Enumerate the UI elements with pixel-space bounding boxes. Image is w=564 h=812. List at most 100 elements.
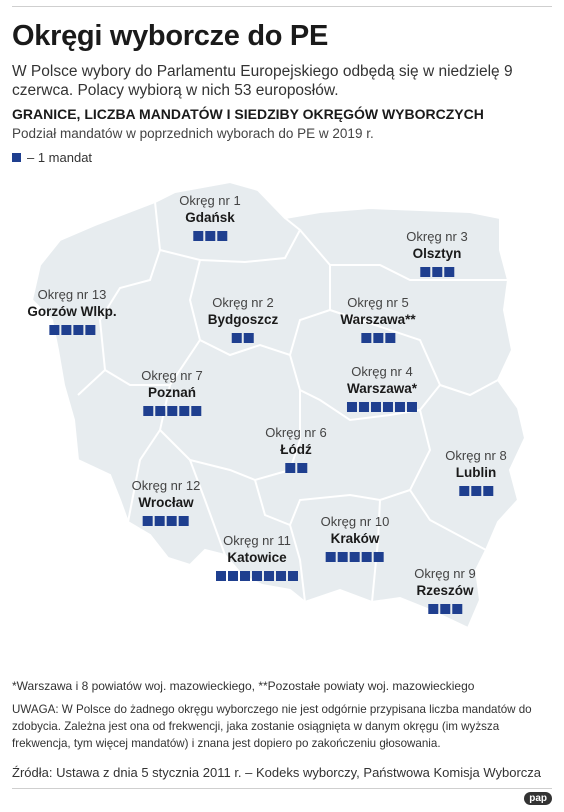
seat-square (154, 406, 165, 416)
seat-square (179, 516, 189, 526)
district-city: Bydgoszcz (207, 312, 279, 327)
seat-row (445, 486, 506, 496)
seat-square (359, 402, 369, 412)
top-rule (12, 6, 552, 7)
seat-row (27, 325, 116, 335)
district-8: Okręg nr 8 Lublin (445, 447, 507, 496)
district-city: Warszawa* (346, 381, 418, 396)
seat-square (458, 486, 469, 496)
seat-square (395, 402, 405, 412)
seat-square (216, 571, 226, 581)
seat-square (243, 333, 254, 343)
seat-square (347, 402, 357, 412)
district-city: Wrocław (138, 495, 194, 510)
district-11: Okręg nr 11 Katowice (216, 532, 298, 581)
district-city: Lublin (455, 465, 497, 480)
district-1: Okręg nr 1 Gdańsk (179, 192, 241, 241)
seat-square (419, 267, 430, 277)
district-number: Okręg nr 2 (212, 295, 274, 310)
seat-square (216, 231, 227, 241)
seat-square (383, 402, 393, 412)
seat-row (141, 406, 202, 416)
district-2: Okręg nr 2 Bydgoszcz (207, 294, 279, 343)
district-city: Katowice (227, 550, 287, 565)
seat-square (61, 325, 71, 335)
legend-seat-swatch (12, 153, 21, 162)
map-shapes (30, 180, 527, 630)
seat-row (265, 463, 326, 473)
seat-row (340, 333, 415, 343)
seat-square (264, 571, 274, 581)
seat-square (204, 231, 215, 241)
seat-square (85, 325, 95, 335)
seat-row (321, 552, 390, 562)
district-city: Gdańsk (185, 210, 235, 225)
legend-label: – 1 mandat (27, 150, 93, 165)
district-number: Okręg nr 6 (265, 425, 327, 440)
seat-row (414, 604, 475, 614)
seat-square (374, 552, 384, 562)
seat-square (443, 267, 454, 277)
seat-square (192, 231, 203, 241)
section-subline: Podział mandatów w poprzednich wyborach … (12, 126, 374, 141)
seat-square (166, 406, 177, 416)
seat-square (288, 571, 298, 581)
district-number: Okręg nr 1 (179, 193, 241, 208)
seat-row (208, 333, 279, 343)
footnote: *Warszawa i 8 powiatów woj. mazowieckieg… (12, 679, 475, 693)
district-city: Olsztyn (412, 246, 462, 261)
district-number: Okręg nr 4 (351, 364, 413, 379)
seat-square (407, 402, 417, 412)
seat-square (372, 333, 383, 343)
section-subtitle: GRANICE, LICZBA MANDATÓW I SIEDZIBY OKRĘ… (12, 106, 484, 122)
district-number: Okręg nr 5 (347, 295, 409, 310)
district-city: Łódź (280, 442, 312, 457)
seat-square (431, 267, 442, 277)
seat-square (470, 486, 481, 496)
seat-square (371, 402, 381, 412)
seat-square (439, 604, 450, 614)
seat-row (132, 516, 201, 526)
seat-square (362, 552, 372, 562)
seat-square (73, 325, 83, 335)
seat-square (384, 333, 395, 343)
source-text: Źródła: Ustawa z dnia 5 stycznia 2011 r.… (12, 765, 542, 780)
district-4: Okręg nr 4 Warszawa* (347, 363, 417, 412)
district-3: Okręg nr 3 Olsztyn (406, 228, 468, 277)
seat-square (49, 325, 59, 335)
seat-square (155, 516, 165, 526)
district-city: Poznań (147, 385, 197, 400)
seat-square (338, 552, 348, 562)
seat-square (427, 604, 438, 614)
seat-square (178, 406, 189, 416)
seat-square (228, 571, 238, 581)
note-text: UWAGA: W Polsce do żadnego okręgu wyborc… (12, 703, 532, 750)
district-number: Okręg nr 8 (445, 448, 507, 463)
seat-row (216, 571, 298, 581)
seat-square (350, 552, 360, 562)
district-city: Gorzów Wlkp. (27, 304, 117, 319)
seat-square (451, 604, 462, 614)
district-7: Okręg nr 7 Poznań (141, 367, 203, 416)
district-9: Okręg nr 9 Rzeszów (414, 565, 476, 614)
district-number: Okręg nr 13 (37, 287, 107, 302)
district-number: Okręg nr 9 (414, 566, 476, 581)
seat-square (240, 571, 250, 581)
district-5: Okręg nr 5 Warszawa** (340, 294, 416, 343)
seat-row (179, 231, 240, 241)
seat-square (276, 571, 286, 581)
page-title: Okręgi wyborcze do PE (12, 20, 329, 52)
seat-square (360, 333, 371, 343)
district-city: Rzeszów (416, 583, 474, 598)
seat-square (167, 516, 177, 526)
district-city: Warszawa** (340, 312, 416, 327)
legend: – 1 mandat (12, 150, 92, 165)
seat-square (142, 406, 153, 416)
seat-square (143, 516, 153, 526)
district-number: Okręg nr 3 (406, 229, 468, 244)
seat-square (296, 463, 307, 473)
district-number: Okręg nr 11 (223, 533, 291, 548)
district-borders (77, 201, 508, 603)
seat-square (284, 463, 295, 473)
seat-square (231, 333, 242, 343)
